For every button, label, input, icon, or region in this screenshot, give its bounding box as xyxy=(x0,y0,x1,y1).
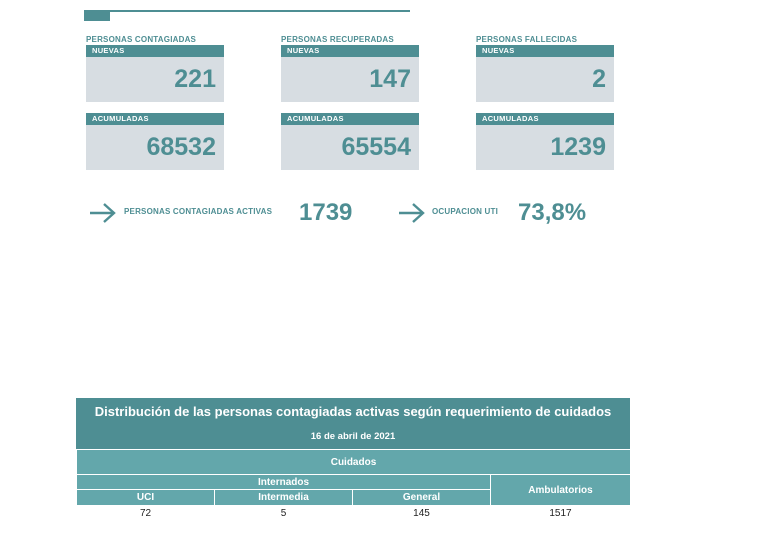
cell-general: 145 xyxy=(352,505,491,522)
card-subheader: NUEVAS xyxy=(86,45,224,57)
card-subheader: ACUMULADAS xyxy=(281,113,419,125)
card-value: 65554 xyxy=(341,133,411,161)
card-body: 147 xyxy=(281,57,419,102)
cell-ambulatorios: 1517 xyxy=(490,505,631,522)
card-body: 1239 xyxy=(476,125,614,170)
header-accent-block xyxy=(84,10,110,21)
cell-uci: 72 xyxy=(76,505,215,522)
activas-label: PERSONAS CONTAGIADAS ACTIVAS xyxy=(124,207,273,216)
card-body: 65554 xyxy=(281,125,419,170)
card-value: 221 xyxy=(174,65,216,93)
card-recuperadas-nuevas: PERSONAS RECUPERADAS NUEVAS 147 xyxy=(281,35,419,102)
table-row: 72 5 145 1517 xyxy=(76,505,631,522)
card-title: PERSONAS CONTAGIADAS xyxy=(86,35,197,44)
uti-value: 73,8% xyxy=(518,199,587,226)
card-contagiadas-acumuladas: ACUMULADAS 68532 xyxy=(86,113,224,170)
card-fallecidas-acumuladas: ACUMULADAS 1239 xyxy=(476,113,614,170)
card-fallecidas-nuevas: PERSONAS FALLECIDAS NUEVAS 2 xyxy=(476,35,614,102)
table-date: 16 de abril de 2021 xyxy=(76,425,630,449)
card-value: 147 xyxy=(369,65,411,93)
header-ambulatorios: Ambulatorios xyxy=(490,474,631,506)
table-title: Distribución de las personas contagiadas… xyxy=(76,398,630,425)
uti-label: OCUPACION UTI xyxy=(432,207,499,216)
card-subheader: ACUMULADAS xyxy=(86,113,224,125)
card-recuperadas-acumuladas: ACUMULADAS 65554 xyxy=(281,113,419,170)
card-contagiadas-nuevas: PERSONAS CONTAGIADAS NUEVAS 221 xyxy=(86,35,224,102)
header-uci: UCI xyxy=(76,489,215,506)
header-internados: Internados xyxy=(76,474,491,490)
card-title: PERSONAS FALLECIDAS xyxy=(476,35,578,44)
header-cuidados: Cuidados xyxy=(76,449,631,475)
header-general: General xyxy=(352,489,491,506)
card-subheader: NUEVAS xyxy=(476,45,614,57)
arrow-right-icon xyxy=(399,203,425,223)
card-value: 2 xyxy=(592,65,606,93)
activas-value: 1739 xyxy=(299,199,353,226)
header-divider xyxy=(110,10,410,12)
card-value: 68532 xyxy=(146,133,216,161)
card-body: 221 xyxy=(86,57,224,102)
card-subheader: NUEVAS xyxy=(281,45,419,57)
table-grid: Cuidados Internados Ambulatorios UCI Int… xyxy=(76,449,631,522)
card-subheader: ACUMULADAS xyxy=(476,113,614,125)
header-intermedia: Intermedia xyxy=(214,489,353,506)
card-body: 68532 xyxy=(86,125,224,170)
card-value: 1239 xyxy=(550,133,606,161)
cell-intermedia: 5 xyxy=(214,505,353,522)
card-title: PERSONAS RECUPERADAS xyxy=(281,35,394,44)
arrow-right-icon xyxy=(90,203,116,223)
cuidados-table: Distribución de las personas contagiadas… xyxy=(76,398,631,522)
card-body: 2 xyxy=(476,57,614,102)
